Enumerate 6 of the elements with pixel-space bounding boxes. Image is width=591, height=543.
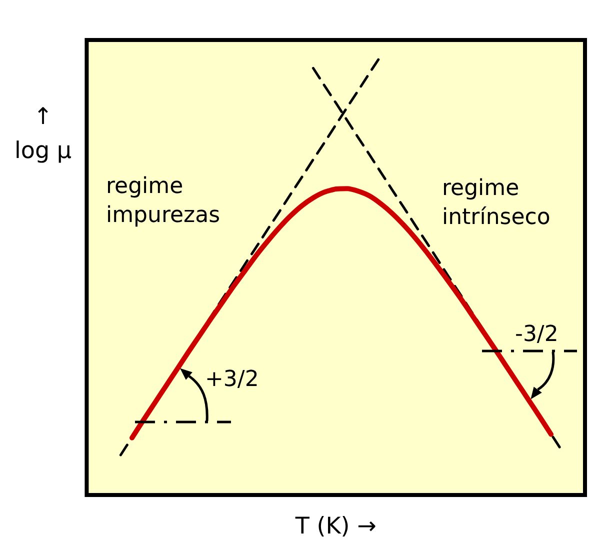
annotation: regime impurezas — [106, 174, 220, 228]
y-axis-title: ↑ log μ — [14, 104, 72, 164]
x-axis-title: T (K) → — [294, 514, 376, 540]
annotation: -3/2 — [515, 322, 558, 347]
annotation: regime intrínseco — [442, 176, 550, 230]
annotation: +3/2 — [205, 367, 259, 392]
